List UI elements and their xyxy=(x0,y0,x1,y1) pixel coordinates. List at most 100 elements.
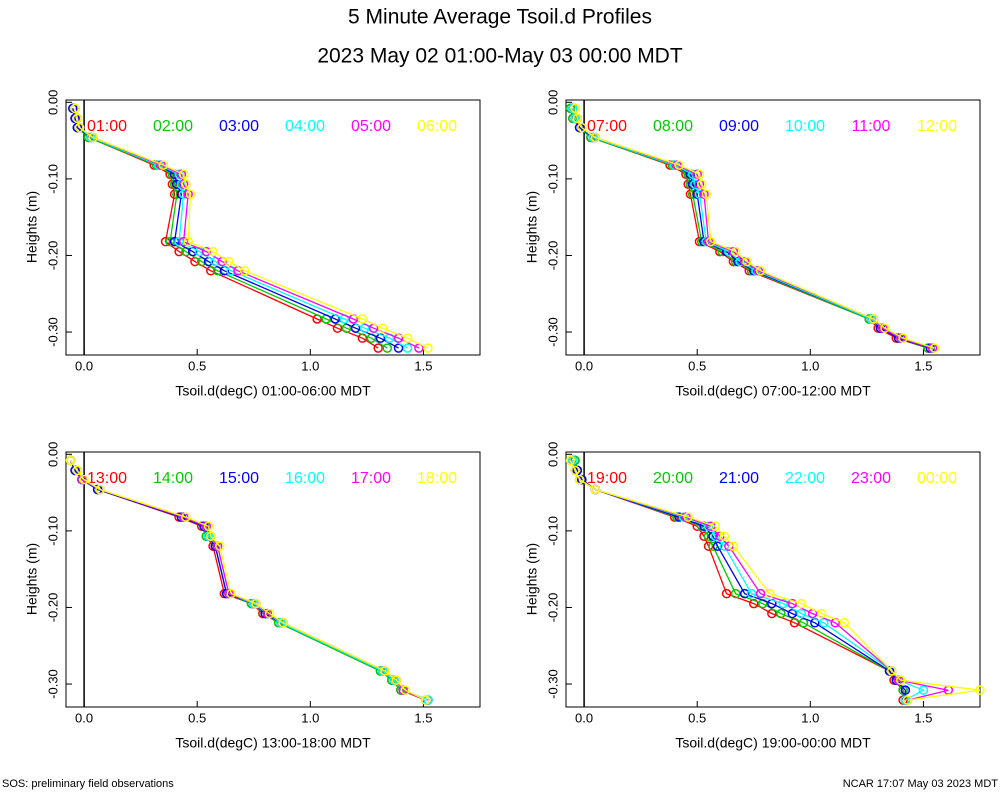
profile-point xyxy=(710,521,721,532)
x-tick-label: 1.0 xyxy=(301,358,319,373)
profile-line xyxy=(72,108,379,349)
profile-point xyxy=(721,588,732,599)
legend-entry: 06:00 xyxy=(417,118,457,135)
profile-line xyxy=(574,460,904,701)
profile-point xyxy=(975,685,985,695)
profile-point xyxy=(377,323,388,333)
profile-point xyxy=(206,531,216,541)
profile-line xyxy=(72,108,388,349)
profile-point xyxy=(787,598,797,609)
plot-frame xyxy=(565,99,981,356)
legend-entry: 10:00 xyxy=(785,118,825,135)
x-axis-label: Tsoil.d(degC) 13:00-18:00 MDT xyxy=(175,735,371,751)
profile-point xyxy=(181,512,191,522)
y-tick-label: -0.30 xyxy=(45,317,60,347)
profile-point xyxy=(796,608,807,619)
profile-point xyxy=(839,618,850,628)
legend-entry: 23:00 xyxy=(851,470,891,487)
y-tick-label: -0.10 xyxy=(45,164,60,194)
legend-entry: 04:00 xyxy=(285,118,325,135)
profile-point xyxy=(930,343,940,353)
legend-entry: 05:00 xyxy=(351,118,391,135)
legend-entry: 02:00 xyxy=(153,118,193,135)
y-tick-label: -0.10 xyxy=(545,516,560,546)
x-tick-label: 0.5 xyxy=(688,358,706,373)
profile-line xyxy=(574,460,906,701)
profile-point xyxy=(239,266,250,276)
profile-point xyxy=(898,333,908,343)
legend-entry: 00:00 xyxy=(917,470,957,487)
profile-point xyxy=(208,246,218,257)
legend-entry: 18:00 xyxy=(417,470,457,487)
profile-point xyxy=(590,484,601,495)
profile-point xyxy=(776,608,786,619)
profile-point xyxy=(816,608,827,619)
legend-entry: 03:00 xyxy=(219,118,259,135)
x-tick-label: 1.0 xyxy=(801,358,819,373)
profile-point xyxy=(382,343,392,353)
profile-point xyxy=(158,160,169,170)
profile-point xyxy=(755,588,766,599)
y-tick-label: 0.00 xyxy=(45,442,60,467)
profile-point xyxy=(742,256,752,267)
legend-entry: 13:00 xyxy=(87,470,127,487)
profile-line xyxy=(69,460,429,701)
profile-point xyxy=(730,588,741,599)
y-axis-label: Heights (m) xyxy=(24,191,40,263)
profile-point xyxy=(701,189,712,199)
profile-line xyxy=(69,460,429,701)
y-tick-label: -0.20 xyxy=(545,593,560,623)
x-tick-label: 0.5 xyxy=(188,358,206,373)
profile-line xyxy=(69,460,426,701)
profile-point xyxy=(74,122,85,133)
legend-entry: 07:00 xyxy=(587,118,627,135)
y-tick-label: -0.10 xyxy=(545,164,560,194)
profile-point xyxy=(201,246,212,257)
x-tick-label: 1.0 xyxy=(801,710,819,725)
footer-left: SOS: preliminary field observations xyxy=(2,778,174,790)
profile-point xyxy=(357,314,368,324)
x-tick-label: 0.5 xyxy=(688,710,706,725)
footer-right: NCAR 17:07 May 03 2023 MDT xyxy=(843,778,999,790)
profile-point xyxy=(380,666,390,676)
profile-line xyxy=(69,460,426,701)
profile-point xyxy=(185,189,196,199)
profile-line xyxy=(572,108,933,349)
panel: 0.0 0.5 1.0 1.5 0.00 -0.10 -0.20 -0.30 Tsoil.d(d… xyxy=(24,442,481,751)
x-tick-label: 1.5 xyxy=(414,710,432,725)
y-tick-label: 0.00 xyxy=(545,442,560,467)
profile-line xyxy=(69,460,429,701)
profile-point xyxy=(739,588,750,599)
profile-point xyxy=(887,666,897,676)
profile-point xyxy=(764,588,775,599)
x-tick-label: 0.0 xyxy=(575,358,593,373)
profile-line xyxy=(74,108,408,349)
profile-point xyxy=(712,541,723,551)
profile-point xyxy=(570,103,580,114)
panel: 0.0 0.5 1.0 1.5 0.00 -0.10 -0.20 -0.30 Tsoil.d(d… xyxy=(524,442,985,751)
profile-point xyxy=(778,598,788,609)
profile-point xyxy=(423,343,433,353)
plot-frame xyxy=(65,451,481,708)
profile-line xyxy=(74,108,420,349)
profile-point xyxy=(95,484,105,495)
profile-point xyxy=(224,256,234,267)
profile-point xyxy=(420,695,431,705)
x-tick-label: 1.5 xyxy=(914,710,932,725)
y-axis-label: Heights (m) xyxy=(524,191,540,263)
profile-point xyxy=(70,103,80,114)
x-axis-label: Tsoil.d(degC) 19:00-00:00 MDT xyxy=(675,735,871,751)
profile-point xyxy=(590,132,601,143)
profile-point xyxy=(72,465,83,476)
profile-point xyxy=(72,113,83,124)
profile-point xyxy=(683,512,693,522)
x-tick-label: 0.0 xyxy=(75,710,93,725)
profile-point xyxy=(565,455,576,466)
profile-point xyxy=(264,608,275,619)
profile-line xyxy=(574,108,933,349)
x-tick-label: 0.0 xyxy=(75,358,93,373)
y-tick-label: 0.00 xyxy=(45,90,60,115)
profile-point xyxy=(181,179,191,189)
profile-point xyxy=(215,541,225,551)
